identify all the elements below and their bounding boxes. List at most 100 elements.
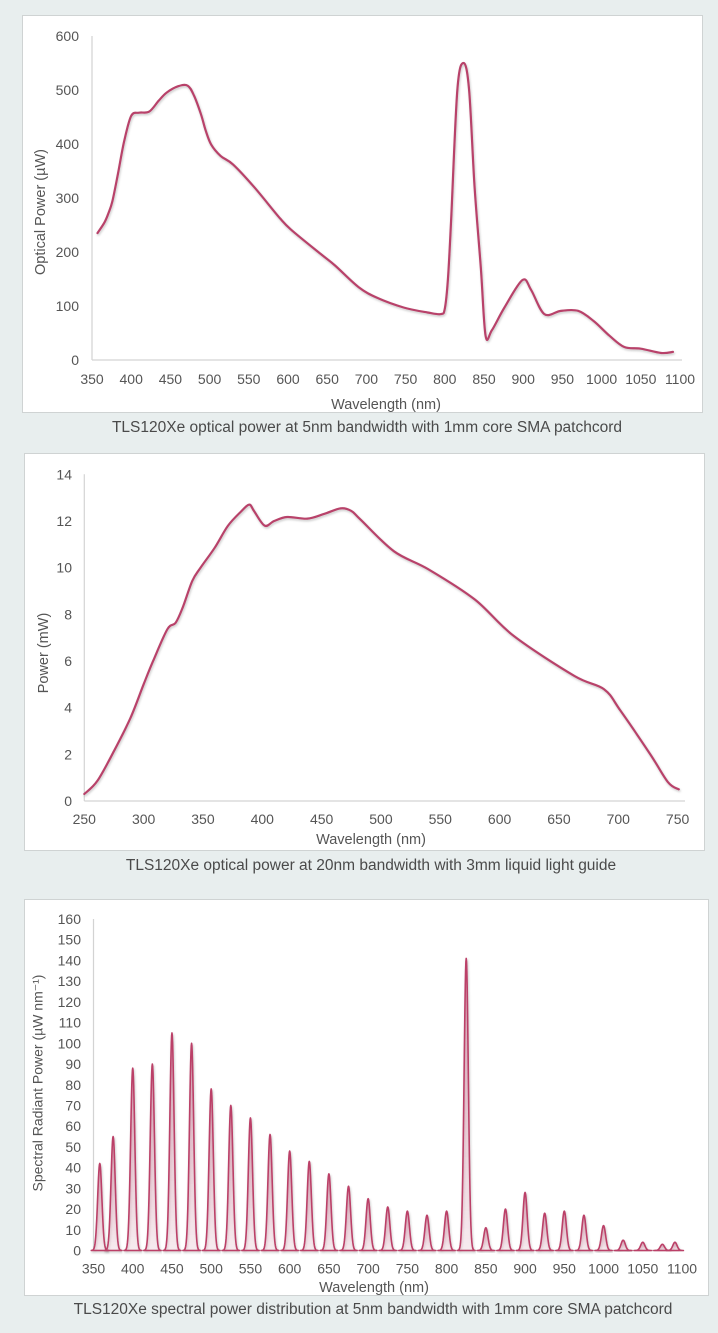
x-tick-label: 500 [369, 811, 393, 827]
x-tick-label: 800 [433, 371, 457, 387]
x-tick-label: 750 [396, 1261, 420, 1277]
spectral-peak [633, 1241, 653, 1252]
x-tick-label: 1000 [588, 1261, 619, 1277]
x-tick-label: 400 [120, 371, 144, 387]
chart-panel-spectral-distribution: 0 10 20 30 40 50 60 70 80 90 100 110 120 130 140 150 160… [24, 899, 709, 1296]
spectral-peak [123, 1067, 143, 1252]
x-tick-label: 550 [237, 371, 261, 387]
spectral-peak [417, 1214, 437, 1252]
y-tick-label: 0 [64, 793, 72, 809]
x-tick-label: 450 [160, 1261, 184, 1277]
x-tick-label: 950 [551, 371, 575, 387]
y-tick-label: 10 [56, 560, 72, 576]
x-tick-label: 500 [198, 371, 222, 387]
chart-panel-optical-power-20nm: 0 2 4 6 8 10 12 14 250 300 350 400 450 500 550 600 650 70… [24, 453, 705, 851]
x-tick-label: 850 [474, 1261, 498, 1277]
y-tick-label: 0 [73, 1243, 81, 1259]
spectral-peak [201, 1088, 221, 1252]
x-tick-label: 350 [82, 1261, 106, 1277]
spectral-peak [319, 1173, 339, 1252]
y-tick-label: 120 [58, 994, 82, 1010]
x-tick-label: 850 [472, 371, 496, 387]
spectral-peak [221, 1104, 241, 1252]
spectral-peak [437, 1210, 456, 1252]
y-tick-label: 90 [65, 1056, 81, 1072]
y-tick-label: 0 [71, 352, 79, 368]
x-tick-label: 700 [355, 371, 379, 387]
y-tick-label: 130 [58, 973, 82, 989]
y-tick-label: 140 [58, 952, 82, 968]
y-tick-label: 6 [64, 653, 72, 669]
x-tick-label: 550 [239, 1261, 263, 1277]
spectral-peak [496, 1208, 515, 1252]
y-tick-label: 40 [65, 1160, 81, 1176]
figure-caption: TLS120Xe spectral power distribution at … [73, 1301, 673, 1318]
x-tick-label: 1000 [586, 371, 617, 387]
x-axis-title: Wavelength (nm) [316, 832, 426, 848]
x-tick-label: 900 [513, 1261, 537, 1277]
figure-caption: TLS120Xe optical power at 20nm bandwidth… [125, 857, 617, 874]
x-tick-label: 300 [132, 811, 156, 827]
y-tick-label: 12 [56, 513, 72, 529]
y-tick-label: 20 [65, 1201, 81, 1217]
x-tick-label: 700 [607, 811, 631, 827]
y-tick-label: 70 [65, 1097, 81, 1113]
spectral-peak [143, 1063, 162, 1252]
figure-caption: TLS120Xe optical power at 5nm bandwidth … [111, 419, 623, 436]
x-tick-label: 1100 [665, 371, 695, 387]
x-tick-label: 700 [356, 1261, 380, 1277]
spectral-peak [555, 1210, 574, 1252]
y-tick-label: 80 [65, 1077, 81, 1093]
y-tick-label: 2 [64, 746, 72, 762]
y-tick-label: 4 [64, 700, 72, 716]
x-tick-label: 550 [429, 811, 453, 827]
x-tick-label: 750 [394, 371, 418, 387]
spectral-peak [300, 1160, 319, 1252]
x-tick-label: 500 [200, 1261, 224, 1277]
spectral-peak [280, 1150, 299, 1252]
spectral-peak [574, 1214, 594, 1252]
optical-power-20nm-chart: 0 2 4 6 8 10 12 14 250 300 350 400 450 500 550 600 650 70… [36, 466, 690, 848]
x-tick-label: 600 [278, 1261, 302, 1277]
x-tick-label: 250 [73, 811, 97, 827]
y-tick-label: 100 [58, 1035, 82, 1051]
series-line [96, 61, 675, 355]
x-tick-label: 650 [547, 811, 571, 827]
spectral-peak [358, 1197, 378, 1252]
x-tick-label: 1050 [625, 371, 656, 387]
y-tick-label: 400 [56, 136, 80, 152]
optical-power-5nm-chart: 0 100 200 300 400 500 600 350 400 450 500 550 600 650… [33, 28, 695, 413]
x-tick-label: 350 [191, 811, 215, 827]
spectral-peak [162, 1032, 182, 1252]
x-axis-title: Wavelength (nm) [331, 397, 441, 413]
y-tick-label: 500 [56, 82, 80, 98]
spectral-peak [456, 957, 476, 1252]
x-tick-label: 600 [276, 371, 300, 387]
y-tick-label: 8 [64, 606, 72, 622]
spectral-peak [339, 1185, 358, 1252]
y-tick-label: 50 [65, 1139, 81, 1155]
x-axis-title: Wavelength (nm) [319, 1280, 429, 1296]
x-tick-label: 350 [80, 371, 104, 387]
x-tick-label: 1050 [627, 1261, 658, 1277]
y-tick-label: 200 [56, 244, 80, 260]
spectral-power-distribution-chart: 0 10 20 30 40 50 60 70 80 90 100 110 120 130 140 150 160… [30, 911, 698, 1296]
x-tick-label: 450 [310, 811, 334, 827]
spectral-peak [378, 1206, 398, 1252]
y-tick-label: 160 [58, 911, 82, 927]
chart-panel-optical-power-5nm: 0 100 200 300 400 500 600 350 400 450 500 550 600 650… [22, 15, 703, 413]
y-tick-label: 14 [56, 466, 72, 482]
spectral-peak [515, 1191, 535, 1252]
y-tick-label: 110 [59, 1015, 82, 1031]
spectral-peak [613, 1239, 633, 1252]
x-tick-label: 650 [317, 1261, 341, 1277]
x-tick-label: 400 [251, 811, 275, 827]
spectral-peak [103, 1135, 123, 1252]
y-tick-label: 100 [56, 298, 80, 314]
y-axis-title: Spectral Radiant Power (µW nm⁻¹) [30, 975, 46, 1192]
spectral-peak [260, 1133, 280, 1252]
spectral-peak [594, 1224, 613, 1252]
x-tick-label: 450 [159, 371, 183, 387]
y-tick-label: 300 [56, 190, 80, 206]
x-tick-label: 1100 [667, 1261, 697, 1277]
